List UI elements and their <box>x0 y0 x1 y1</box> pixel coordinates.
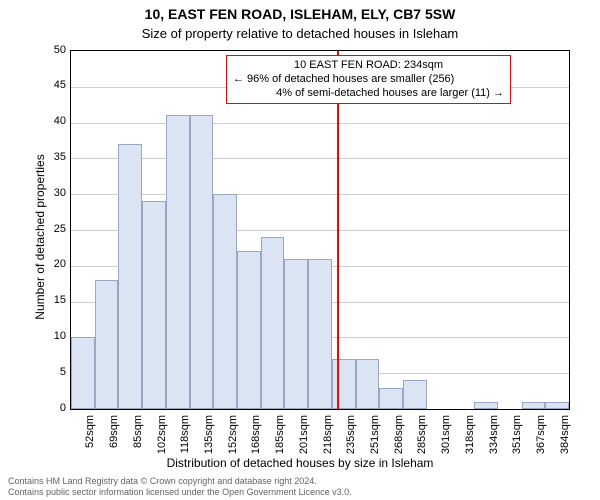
chart-subtitle: Size of property relative to detached ho… <box>0 26 600 41</box>
annotation-line: 4% of semi-detached houses are larger (1… <box>233 87 504 101</box>
y-tick-label: 15 <box>36 294 66 306</box>
histogram-bar <box>213 194 237 409</box>
footer-line-2: Contains public sector information licen… <box>8 487 352 498</box>
y-tick-label: 30 <box>36 187 66 199</box>
x-tick-label: 69sqm <box>108 415 120 465</box>
x-tick-label: 251sqm <box>369 415 381 465</box>
footer-attribution: Contains HM Land Registry data © Crown c… <box>8 476 352 498</box>
y-axis-label: Number of detached properties <box>33 87 47 387</box>
chart-container: 10, EAST FEN ROAD, ISLEHAM, ELY, CB7 5SW… <box>0 0 600 500</box>
x-tick-label: 152sqm <box>227 415 239 465</box>
histogram-bar <box>403 380 427 409</box>
y-tick-label: 45 <box>36 79 66 91</box>
x-tick-label: 367sqm <box>535 415 547 465</box>
annotation-line: 10 EAST FEN ROAD: 234sqm <box>233 59 504 73</box>
x-tick-label: 384sqm <box>559 415 571 465</box>
histogram-bar <box>332 359 356 409</box>
x-tick-label: 52sqm <box>84 415 96 465</box>
x-tick-label: 351sqm <box>511 415 523 465</box>
histogram-bar <box>545 402 569 409</box>
y-tick-label: 20 <box>36 258 66 270</box>
x-tick-label: 168sqm <box>250 415 262 465</box>
x-tick-label: 185sqm <box>274 415 286 465</box>
histogram-bar <box>166 115 190 409</box>
annotation-box: 10 EAST FEN ROAD: 234sqm← 96% of detache… <box>226 55 511 104</box>
x-tick-label: 135sqm <box>203 415 215 465</box>
y-tick-label: 10 <box>36 330 66 342</box>
x-tick-label: 285sqm <box>416 415 428 465</box>
grid-line <box>71 194 569 195</box>
histogram-bar <box>118 144 142 409</box>
x-tick-label: 301sqm <box>440 415 452 465</box>
x-tick-label: 118sqm <box>179 415 191 465</box>
y-tick-label: 25 <box>36 223 66 235</box>
footer-line-1: Contains HM Land Registry data © Crown c… <box>8 476 352 487</box>
histogram-bar <box>237 251 261 409</box>
x-tick-label: 235sqm <box>345 415 357 465</box>
grid-line <box>71 123 569 124</box>
y-tick-label: 35 <box>36 151 66 163</box>
grid-line <box>71 158 569 159</box>
x-tick-label: 201sqm <box>298 415 310 465</box>
y-tick-label: 5 <box>36 366 66 378</box>
histogram-bar <box>356 359 380 409</box>
histogram-bar <box>308 259 332 409</box>
histogram-bar <box>261 237 285 409</box>
histogram-bar <box>95 280 119 409</box>
histogram-bar <box>284 259 308 409</box>
histogram-bar <box>190 115 214 409</box>
x-tick-label: 334sqm <box>488 415 500 465</box>
plot-area: 10 EAST FEN ROAD: 234sqm← 96% of detache… <box>70 50 570 410</box>
reference-line <box>337 51 339 409</box>
x-tick-label: 318sqm <box>464 415 476 465</box>
x-tick-label: 268sqm <box>393 415 405 465</box>
y-tick-label: 0 <box>36 402 66 414</box>
x-tick-label: 85sqm <box>132 415 144 465</box>
histogram-bar <box>142 201 166 409</box>
y-tick-label: 40 <box>36 115 66 127</box>
chart-title: 10, EAST FEN ROAD, ISLEHAM, ELY, CB7 5SW <box>0 6 600 22</box>
histogram-bar <box>379 388 403 409</box>
y-tick-label: 50 <box>36 44 66 56</box>
histogram-bar <box>522 402 546 409</box>
histogram-bar <box>71 337 95 409</box>
x-tick-label: 102sqm <box>156 415 168 465</box>
annotation-line: ← 96% of detached houses are smaller (25… <box>233 73 504 87</box>
histogram-bar <box>474 402 498 409</box>
x-tick-label: 218sqm <box>322 415 334 465</box>
